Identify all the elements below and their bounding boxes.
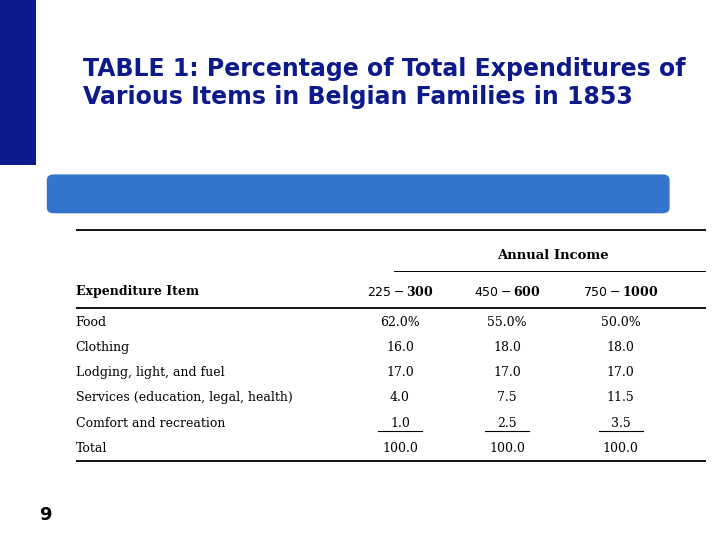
Text: 17.0: 17.0 <box>386 366 414 380</box>
Text: Total: Total <box>76 442 107 455</box>
Text: 100.0: 100.0 <box>603 442 639 455</box>
Text: Lodging, light, and fuel: Lodging, light, and fuel <box>76 366 224 380</box>
Text: 100.0: 100.0 <box>489 442 525 455</box>
Text: 100.0: 100.0 <box>382 442 418 455</box>
Text: Clothing: Clothing <box>76 341 130 354</box>
Text: 62.0%: 62.0% <box>380 316 420 329</box>
Text: 18.0: 18.0 <box>493 341 521 354</box>
Text: Services (education, legal, health): Services (education, legal, health) <box>76 392 292 404</box>
Text: Annual Income: Annual Income <box>497 248 608 262</box>
Text: Food: Food <box>76 316 107 329</box>
Text: TABLE 1: Percentage of Total Expenditures of
Various Items in Belgian Families i: TABLE 1: Percentage of Total Expenditure… <box>83 57 685 110</box>
Text: 1.0: 1.0 <box>390 416 410 430</box>
Text: $450-$600: $450-$600 <box>474 285 541 299</box>
Text: 4.0: 4.0 <box>390 392 410 404</box>
Text: 17.0: 17.0 <box>493 366 521 380</box>
Text: 55.0%: 55.0% <box>487 316 527 329</box>
Text: Expenditure Item: Expenditure Item <box>76 285 199 298</box>
Text: 11.5: 11.5 <box>607 392 634 404</box>
Text: 3.5: 3.5 <box>611 416 631 430</box>
Text: $225-$300: $225-$300 <box>366 285 433 299</box>
Text: 50.0%: 50.0% <box>600 316 640 329</box>
Text: $750-$1000: $750-$1000 <box>582 285 658 299</box>
Text: 18.0: 18.0 <box>607 341 634 354</box>
Text: 2.5: 2.5 <box>498 416 517 430</box>
Text: Comfort and recreation: Comfort and recreation <box>76 416 225 430</box>
Text: 16.0: 16.0 <box>386 341 414 354</box>
Text: 17.0: 17.0 <box>607 366 634 380</box>
Text: 7.5: 7.5 <box>498 392 517 404</box>
Text: 9: 9 <box>40 506 52 524</box>
